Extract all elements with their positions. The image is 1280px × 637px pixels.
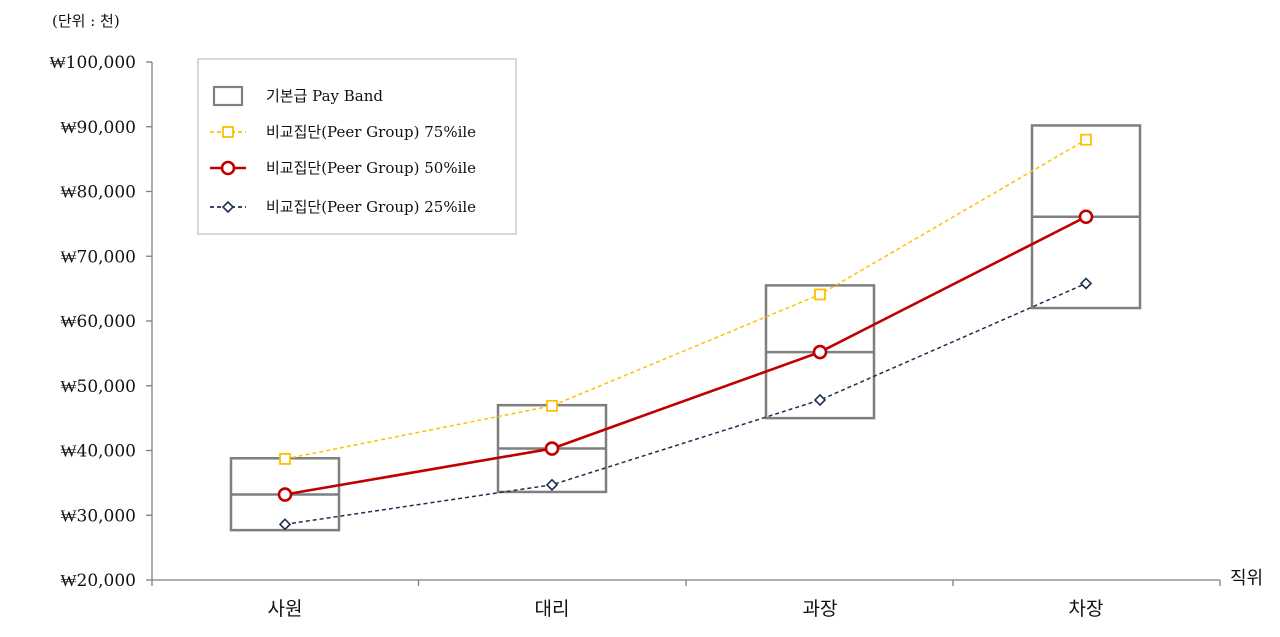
- series-point-0: [279, 453, 291, 465]
- y-tick-label: ₩70,000: [60, 247, 136, 267]
- legend-symbol-pay-band: [212, 85, 244, 107]
- series-line-2: [284, 282, 1087, 526]
- y-tick-label: ₩60,000: [60, 312, 136, 332]
- legend-label-1: 비교집단(Peer Group) 50%ile: [266, 159, 476, 177]
- legend-marker-0: [222, 126, 234, 138]
- x-tick-label: 과장: [803, 598, 838, 620]
- y-tick-label: ₩40,000: [60, 442, 136, 462]
- x-axis-label: 직위: [1230, 568, 1263, 589]
- series-point-0: [1080, 133, 1092, 146]
- series-line-0: [284, 139, 1087, 460]
- y-tick-label: ₩30,000: [60, 506, 136, 526]
- x-tick-label: 대리: [535, 598, 570, 620]
- legend-label-2: 비교집단(Peer Group) 25%ile: [266, 198, 476, 216]
- series-point-1: [812, 344, 828, 360]
- x-tick-label: 차장: [1069, 598, 1104, 620]
- series-point-2: [1079, 277, 1093, 290]
- y-tick-label: ₩80,000: [60, 183, 136, 203]
- series-point-2: [278, 518, 292, 531]
- series-point-1: [1078, 209, 1094, 225]
- y-tick-label: ₩100,000: [50, 53, 136, 73]
- series-line-1: [284, 215, 1087, 496]
- legend: 기본급 Pay Band 비교집단(Peer Group) 75%ile 비교집단(…: [197, 58, 517, 235]
- legend-marker-2: [221, 200, 235, 214]
- y-tick-label: ₩90,000: [60, 118, 136, 138]
- y-tick-label: ₩20,000: [60, 571, 136, 591]
- series-point-2: [545, 478, 559, 491]
- legend-label-pay-band: 기본급 Pay Band: [266, 87, 383, 105]
- series-layer: [277, 133, 1094, 531]
- series-point-0: [814, 288, 826, 301]
- unit-label: (단위 : 천): [52, 12, 120, 30]
- series-point-1: [544, 441, 560, 456]
- axes-layer: ₩20,000 ₩30,000 ₩40,000 ₩50,000 ₩60,000 ₩70,0…: [50, 53, 1221, 620]
- series-point-2: [813, 393, 827, 407]
- series-point-0: [546, 399, 558, 412]
- legend-label-0: 비교집단(Peer Group) 75%ile: [266, 123, 476, 141]
- legend-marker-1: [220, 160, 236, 176]
- legend-frame: [197, 58, 517, 235]
- x-tick-label: 사원: [268, 598, 303, 620]
- series-point-1: [277, 487, 293, 502]
- y-tick-label: ₩50,000: [60, 377, 136, 397]
